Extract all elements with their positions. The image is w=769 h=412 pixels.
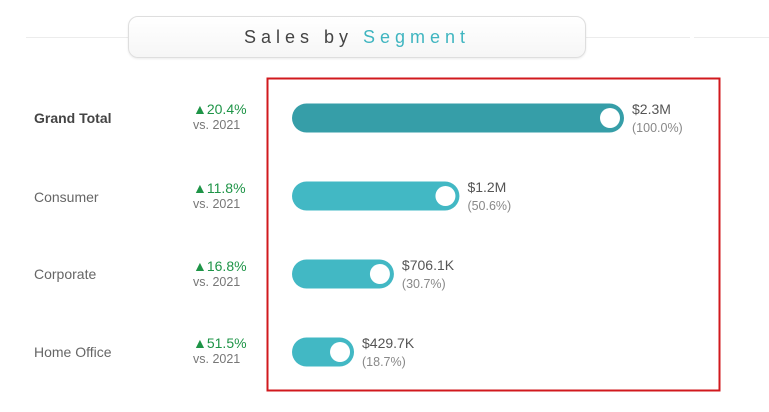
title-word-sales: Sales xyxy=(243,26,314,47)
delta-vs-consumer: vs. 2021 xyxy=(193,197,241,211)
delta-vs-grand-total: vs. 2021 xyxy=(193,118,241,132)
highlight-box xyxy=(266,77,721,392)
pct-label-grand-total: (100.0%) xyxy=(632,121,683,135)
delta-grand-total: ▲20.4% xyxy=(193,101,247,117)
bar-consumer xyxy=(292,181,460,211)
delta-consumer: ▲11.8% xyxy=(193,180,246,196)
pct-label-corporate: (30.7%) xyxy=(402,277,446,291)
delta-vs-home-office: vs. 2021 xyxy=(193,352,241,366)
bar-group: $2.3M (100.0%) $1.2M (50.6%) $706.1K (30.7%) $… xyxy=(292,101,683,369)
pct-label-home-office: (18.7%) xyxy=(362,355,406,369)
delta-home-office: ▲51.5% xyxy=(193,335,247,351)
bar-end-knob-corporate xyxy=(369,264,390,284)
value-label-corporate: $706.1K xyxy=(402,257,455,273)
bar-end-knob-home-office xyxy=(330,342,351,362)
bar-end-knob-grand-total xyxy=(600,108,620,128)
row-label-corporate: Corporate xyxy=(34,266,97,282)
row-label-consumer: Consumer xyxy=(34,189,99,205)
value-label-home-office: $429.7K xyxy=(362,335,415,351)
row-label-grand-total: Grand Total xyxy=(34,110,112,126)
title-rule-far-right xyxy=(694,37,769,38)
title-word-by: by xyxy=(323,26,353,47)
title-word-segment: Segment xyxy=(363,26,471,47)
row-label-home-office: Home Office xyxy=(34,344,112,360)
chart-title: Sales by Segment xyxy=(128,16,586,58)
title-rule-left xyxy=(26,37,128,38)
bar-grand-total xyxy=(292,103,624,133)
value-label-grand-total: $2.3M xyxy=(632,101,671,117)
title-rule-right xyxy=(586,37,690,38)
value-label-consumer: $1.2M xyxy=(467,179,506,195)
delta-vs-corporate: vs. 2021 xyxy=(193,275,241,289)
bar-corporate xyxy=(292,259,394,289)
delta-corporate: ▲16.8% xyxy=(193,258,247,274)
bar-end-knob-consumer xyxy=(435,186,456,206)
pct-label-consumer: (50.6%) xyxy=(467,199,511,213)
